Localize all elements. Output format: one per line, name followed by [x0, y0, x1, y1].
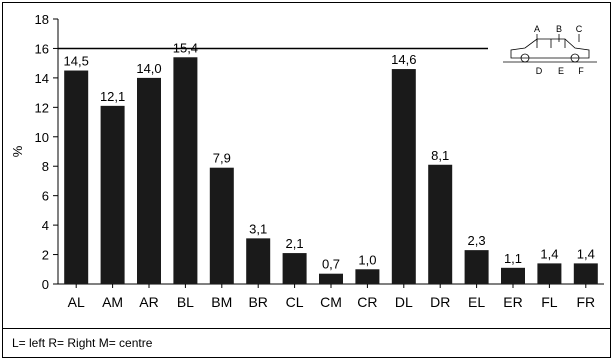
inset-bottom-label: D: [536, 66, 543, 76]
y-tick-label: 8: [42, 159, 49, 174]
bar: [282, 253, 307, 284]
car-diagram-inset: A B C D E F: [503, 24, 597, 76]
x-tick-label: EL: [468, 294, 485, 310]
x-tick-label: AL: [68, 294, 85, 310]
bar: [573, 263, 598, 284]
data-label: 12,1: [100, 89, 125, 104]
y-axis-label: %: [10, 145, 25, 157]
bar: [137, 77, 161, 284]
data-labels: 14,5 12,1 14,0 15,4 7,9 3,1 2,1 0,7 1,0 14,6 8,1 2,…: [64, 40, 595, 271]
y-tick-label: 6: [42, 189, 49, 204]
data-label: 15,4: [173, 40, 198, 55]
y-tick-label: 10: [35, 130, 49, 145]
data-label: 0,7: [322, 257, 340, 272]
bar: [464, 250, 489, 284]
x-tick-label: CL: [286, 294, 304, 310]
data-label: 14,6: [391, 52, 416, 67]
inset-bottom-label: E: [558, 66, 564, 76]
data-label: 1,4: [540, 246, 558, 261]
y-tick-label: 14: [35, 71, 49, 86]
bar: [355, 269, 380, 284]
car-diagram: A B C D E F: [503, 24, 597, 76]
bar: [100, 105, 125, 284]
x-tick-label: FR: [576, 294, 595, 310]
bar: [319, 273, 343, 284]
x-tick-label: BL: [177, 294, 194, 310]
wheel-icon: [520, 53, 530, 63]
y-tick-label: 4: [42, 218, 49, 233]
bar: [64, 70, 89, 285]
data-label: 14,5: [64, 54, 89, 69]
x-tick-label: ER: [503, 294, 522, 310]
y-tick-label: 0: [42, 277, 49, 292]
data-label: 2,3: [468, 233, 486, 248]
data-label: 1,4: [577, 246, 595, 261]
bars: [64, 57, 598, 285]
inset-top-label: A: [534, 24, 540, 34]
x-tick-label: DR: [430, 294, 450, 310]
x-tick-label: BR: [248, 294, 267, 310]
bar: [501, 267, 525, 284]
x-tick-label: AM: [102, 294, 123, 310]
footer-divider: [2, 328, 611, 329]
inset-top-label: B: [556, 24, 562, 34]
y-tick-label: 18: [35, 12, 49, 27]
y-tick-label: 12: [35, 100, 49, 115]
inset-top-label: C: [576, 24, 583, 34]
wheel-icon: [570, 53, 580, 63]
x-tick-label: BM: [211, 294, 232, 310]
bar: [246, 238, 271, 284]
bar: [391, 69, 416, 284]
data-label: 8,1: [431, 148, 449, 163]
footnote: L= left R= Right M= centre: [12, 336, 153, 350]
x-tick-label: CM: [320, 294, 342, 310]
bar: [173, 57, 198, 285]
data-label: 1,1: [504, 251, 522, 266]
data-label: 1,0: [358, 252, 376, 267]
bar: [209, 167, 234, 284]
y-tick-label: 16: [35, 41, 49, 56]
bar: [537, 263, 562, 284]
data-label: 7,9: [213, 151, 231, 166]
x-tick-label: FL: [541, 294, 558, 310]
x-tick-label: DL: [395, 294, 413, 310]
x-tick-label: AR: [139, 294, 158, 310]
data-label: 2,1: [286, 236, 304, 251]
inset-bottom-label: F: [578, 66, 584, 76]
data-label: 14,0: [136, 61, 161, 76]
data-label: 3,1: [249, 221, 267, 236]
x-tick-label: CR: [357, 294, 377, 310]
bar: [428, 164, 453, 284]
y-tick-label: 2: [42, 248, 49, 263]
